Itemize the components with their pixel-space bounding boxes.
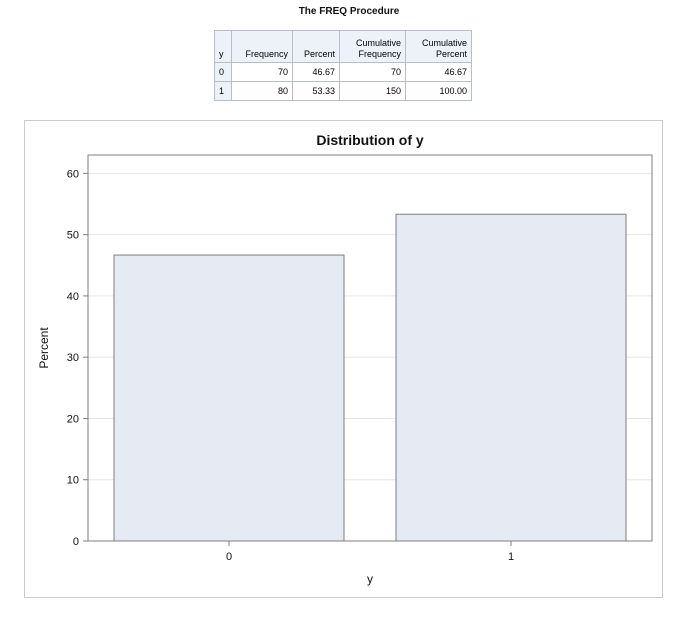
plot-area-border — [87, 154, 653, 542]
y-tick-label: 50 — [67, 230, 79, 242]
table-header-row: y Frequency Percent Cumulative Frequency… — [214, 30, 472, 63]
y-tick-label: 60 — [67, 168, 79, 180]
y-tick-label: 30 — [67, 352, 79, 364]
cell-frequency: 80 — [231, 81, 293, 101]
header-frequency: Frequency — [231, 30, 293, 63]
cell-cumulative-frequency: 150 — [339, 81, 406, 101]
y-tick-label: 40 — [67, 291, 79, 303]
chart-frame — [24, 120, 663, 598]
x-tick-label: 0 — [226, 551, 232, 563]
header-percent: Percent — [292, 30, 340, 63]
bar — [395, 213, 627, 542]
cell-percent: 53.33 — [292, 81, 340, 101]
header-y: y — [214, 30, 232, 63]
y-tick-label: 0 — [73, 536, 79, 548]
bar — [113, 254, 345, 542]
cell-frequency: 70 — [231, 62, 293, 82]
table-row: 0 70 46.67 70 46.67 — [214, 62, 472, 82]
x-axis-label: y — [367, 572, 373, 586]
y-tick-label: 10 — [67, 475, 79, 487]
cell-cumulative-percent: 46.67 — [405, 62, 472, 82]
x-tick-label: 1 — [508, 551, 514, 563]
table-row: 1 80 53.33 150 100.00 — [214, 81, 472, 101]
chart-title: Distribution of y — [316, 132, 424, 148]
cell-percent: 46.67 — [292, 62, 340, 82]
y-tick-label: 20 — [67, 413, 79, 425]
y-axis-label: Percent — [37, 327, 51, 369]
procedure-title: The FREQ Procedure — [298, 6, 400, 17]
frequency-table: y Frequency Percent Cumulative Frequency… — [214, 30, 472, 101]
cell-cumulative-percent: 100.00 — [405, 81, 472, 101]
cell-cumulative-frequency: 70 — [339, 62, 406, 82]
header-cumulative-percent: Cumulative Percent — [405, 30, 472, 63]
